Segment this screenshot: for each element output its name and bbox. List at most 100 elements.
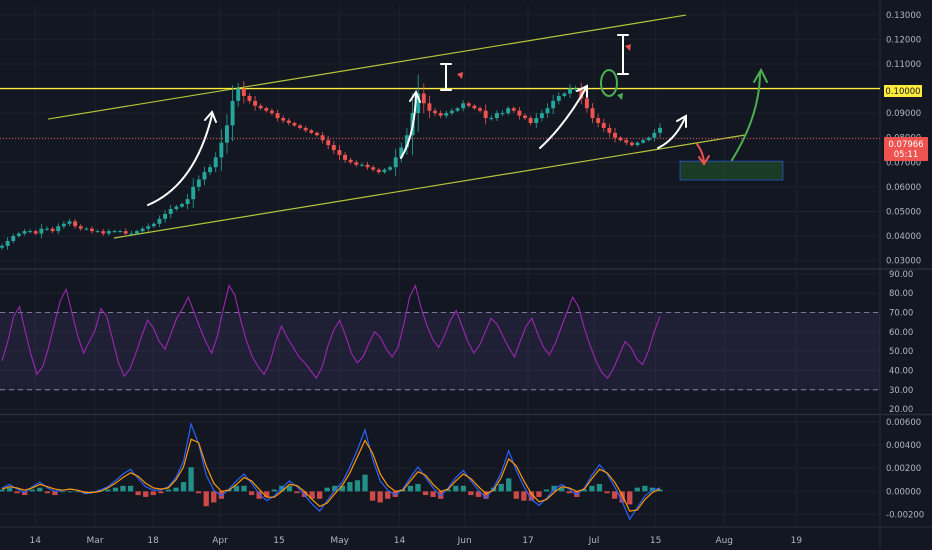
candle-body xyxy=(163,213,168,219)
macd-histogram-bar xyxy=(498,483,504,492)
candle-body xyxy=(264,108,269,111)
time-tick-label: Aug xyxy=(715,536,733,546)
candle-body xyxy=(22,231,27,234)
macd-histogram-bar xyxy=(165,489,172,492)
candle-body xyxy=(118,231,123,233)
candle-body xyxy=(33,231,38,234)
macd-histogram-bar xyxy=(59,491,66,493)
macd-histogram-bar xyxy=(385,491,391,499)
candle-body xyxy=(511,108,516,111)
candle-body xyxy=(337,150,342,155)
rsi-band-fill xyxy=(0,312,880,390)
candle-body xyxy=(461,103,466,109)
macd-histogram-bar xyxy=(407,485,414,492)
rsi-panel[interactable] xyxy=(0,283,880,391)
macd-tick-label: 0.00000 xyxy=(886,487,921,497)
red-flag-marker xyxy=(457,72,463,79)
candle-body xyxy=(95,231,100,233)
candle-body xyxy=(427,103,432,111)
candle-body xyxy=(568,88,572,94)
candle-body xyxy=(539,113,544,119)
candle-body xyxy=(28,231,33,233)
macd-histogram-bar xyxy=(188,467,194,492)
candle-body xyxy=(658,127,662,133)
time-tick-label: 14 xyxy=(29,536,41,546)
red-flag-marker xyxy=(625,44,631,51)
candle-body xyxy=(179,204,184,207)
candle-body xyxy=(556,95,561,101)
up-arrow-white xyxy=(657,114,687,149)
up-arrow-white xyxy=(147,110,217,206)
candle-body xyxy=(348,159,353,163)
macd-histogram-bar xyxy=(248,491,255,496)
candle-body xyxy=(269,110,274,114)
candle-body xyxy=(123,231,128,234)
time-tick-label: Jul xyxy=(588,536,600,546)
time-tick-label: 18 xyxy=(147,536,159,546)
time-tick-label: Mar xyxy=(87,536,104,546)
time-tick-label: Jun xyxy=(457,536,472,546)
candle-body xyxy=(646,137,651,141)
candle-body xyxy=(523,115,527,119)
candle-body xyxy=(39,228,44,234)
candle-body xyxy=(601,122,606,128)
candle-body xyxy=(253,100,258,106)
candle-body xyxy=(528,118,533,123)
candle-body xyxy=(635,142,640,146)
macd-histogram-bar xyxy=(264,491,270,497)
up-arrow-white xyxy=(400,89,421,159)
price-panel[interactable] xyxy=(0,14,880,250)
macd-histogram-bar xyxy=(29,489,35,492)
candle-body xyxy=(618,137,623,141)
candle-body xyxy=(241,88,246,96)
macd-histogram-bar xyxy=(657,489,663,492)
candle-body xyxy=(320,135,325,141)
candle-body xyxy=(208,167,213,173)
candle-body xyxy=(112,231,117,233)
macd-histogram-bar xyxy=(158,491,164,494)
macd-histogram-bar xyxy=(74,491,81,493)
macd-panel[interactable] xyxy=(0,421,663,521)
candle-body xyxy=(472,105,477,109)
candle-body xyxy=(146,226,151,229)
candle-body xyxy=(388,167,393,170)
candle-body xyxy=(230,100,235,126)
macd-histogram-bar xyxy=(22,491,28,496)
candle-body xyxy=(455,108,460,111)
down-arrow-red xyxy=(696,143,710,166)
candle-body xyxy=(590,108,595,119)
price-axes: 0.130000.120000.110000.100000.090000.080… xyxy=(886,11,924,521)
candle-body xyxy=(73,221,78,227)
candle-body xyxy=(652,132,657,138)
rsi-tick-label: 60.00 xyxy=(889,328,913,338)
candle-body xyxy=(50,228,55,232)
candle-body xyxy=(16,233,21,237)
candle-body xyxy=(573,88,578,90)
candle-body xyxy=(551,100,556,109)
range-marker xyxy=(440,63,452,91)
candle-body xyxy=(438,113,443,116)
macd-histogram-bar xyxy=(127,485,134,492)
candle-body xyxy=(191,186,196,200)
macd-histogram-bar xyxy=(150,491,156,496)
candle-body xyxy=(478,108,483,111)
macd-histogram-bar xyxy=(90,491,96,493)
rsi-tick-label: 70.00 xyxy=(889,309,913,319)
candle-body xyxy=(517,110,522,116)
candle-body xyxy=(298,125,303,128)
candle-body xyxy=(354,162,359,165)
candle-body xyxy=(545,108,550,114)
price-tick-label: 0.03000 xyxy=(886,257,921,267)
macd-histogram-bar xyxy=(430,491,436,497)
rsi-tick-label: 30.00 xyxy=(889,386,913,396)
time-tick-label: Apr xyxy=(212,536,228,546)
candle-body xyxy=(371,167,376,170)
time-tick-label: 17 xyxy=(522,536,533,546)
candle-body xyxy=(78,226,83,229)
candle-body xyxy=(185,199,190,205)
macd-histogram-bar xyxy=(475,491,482,497)
macd-histogram-bar xyxy=(528,491,535,501)
rsi-tick-label: 90.00 xyxy=(889,270,913,280)
